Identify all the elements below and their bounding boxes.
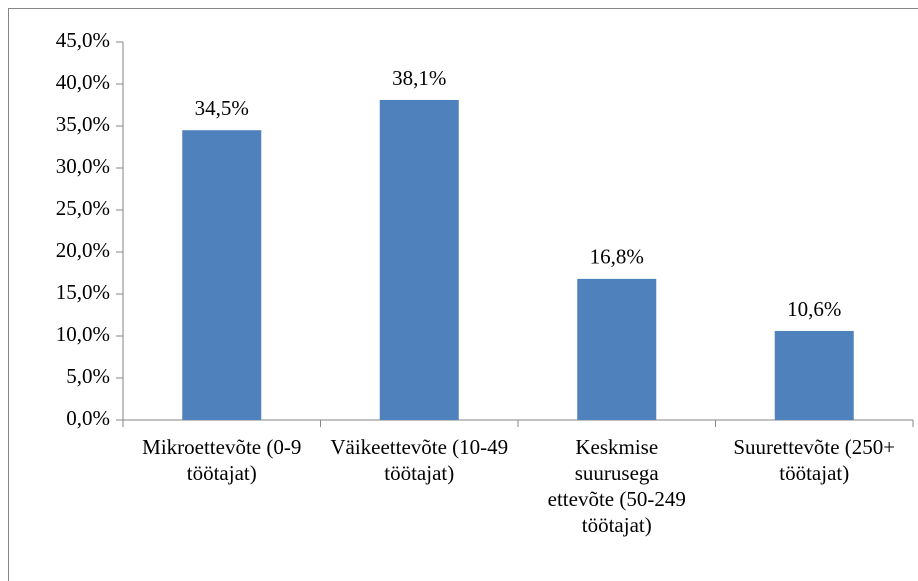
y-tick-label: 15,0% xyxy=(56,280,110,304)
y-tick-label: 35,0% xyxy=(56,112,110,136)
data-label: 34,5% xyxy=(195,96,249,120)
data-label: 38,1% xyxy=(392,66,446,90)
data-label: 10,6% xyxy=(787,297,841,321)
bar xyxy=(577,278,657,420)
chart-frame xyxy=(8,8,918,581)
y-tick-label: 30,0% xyxy=(56,154,110,178)
bar xyxy=(379,99,459,421)
y-tick-label: 45,0% xyxy=(56,28,110,52)
x-tick-label: Mikroettevõte (0-9 töötajat) xyxy=(142,435,302,485)
x-tick-label: Keskmise suurusega ettevõte (50-249 tööt… xyxy=(547,435,686,537)
bar xyxy=(774,330,854,420)
x-tick-label: Väikeettevõte (10-49 töötajat) xyxy=(330,435,509,485)
x-tick-label: Suurettevõte (250+ töötajat) xyxy=(733,435,896,485)
y-tick-label: 40,0% xyxy=(56,70,110,94)
y-tick-label: 0,0% xyxy=(66,406,110,430)
y-tick-label: 5,0% xyxy=(66,364,110,388)
y-tick-label: 25,0% xyxy=(56,196,110,220)
y-tick-label: 10,0% xyxy=(56,322,110,346)
data-label: 16,8% xyxy=(590,245,644,269)
y-tick-label: 20,0% xyxy=(56,238,110,262)
bar xyxy=(182,130,262,420)
